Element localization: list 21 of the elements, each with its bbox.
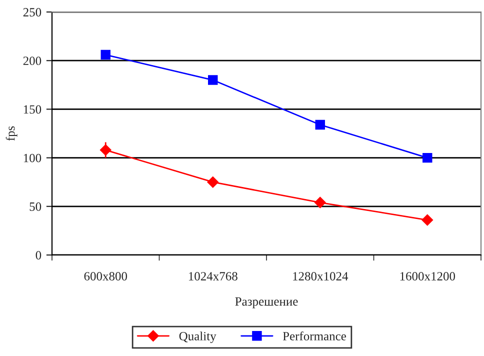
x-tick-label: 1600x1200: [400, 272, 456, 280]
y-tick-label: 150: [24, 105, 42, 114]
point: [314, 196, 326, 208]
point: [208, 75, 218, 85]
y-tick-label: 50: [30, 202, 42, 211]
y-tick-label: 100: [24, 154, 42, 162]
x-tick-label: 1280x1024: [293, 272, 348, 280]
point: [100, 50, 110, 60]
x-tick-label: 600x800: [84, 272, 128, 280]
point: [422, 214, 433, 226]
point: [207, 176, 218, 188]
y-axis-title: fps: [6, 126, 18, 141]
y-tick-label: 200: [23, 56, 42, 66]
point: [422, 152, 432, 163]
x-axis-title: Разрешение: [235, 297, 298, 308]
x-tick-label: 1024x768: [188, 272, 238, 280]
legend-label: Performance: [282, 331, 346, 340]
y-tick-label: 250: [23, 8, 42, 16]
point: [315, 120, 325, 130]
legend-label: Quality: [179, 332, 216, 343]
y-tick-label: 0: [36, 251, 42, 260]
